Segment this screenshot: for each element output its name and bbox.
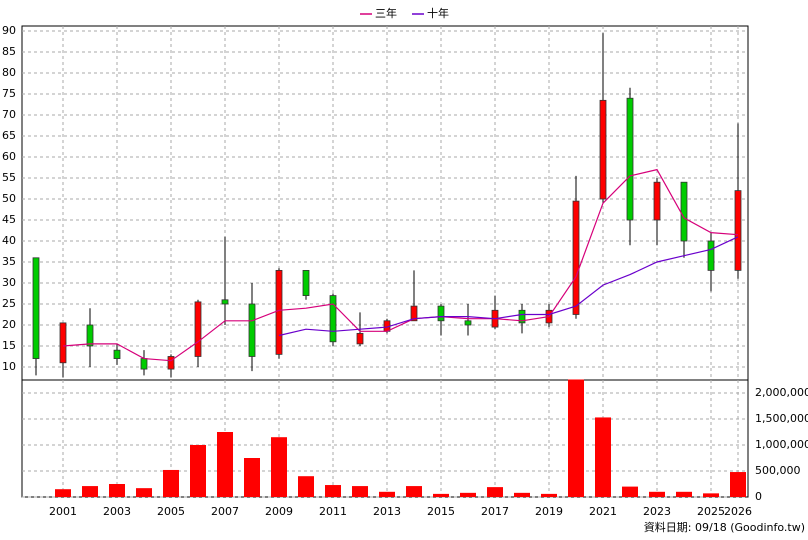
volume-bar bbox=[595, 417, 611, 497]
y-tick-label: 50 bbox=[2, 192, 16, 205]
x-tick-label: 2003 bbox=[103, 505, 131, 518]
y-tick-label: 90 bbox=[2, 24, 16, 37]
candle-body bbox=[680, 181, 688, 242]
candle-body bbox=[275, 269, 283, 355]
y2-tick-label: 0 bbox=[755, 490, 762, 503]
y-tick-label: 70 bbox=[2, 108, 16, 121]
y-tick-label: 55 bbox=[2, 171, 16, 184]
y-tick-label: 10 bbox=[2, 360, 16, 373]
y2-tick-label: 1,000,000 bbox=[755, 438, 808, 451]
y2-tick-label: 500,000 bbox=[755, 464, 801, 477]
candle-body bbox=[140, 358, 148, 370]
candle-body bbox=[221, 299, 229, 305]
x-tick-label: 2019 bbox=[535, 505, 563, 518]
volume-bar bbox=[190, 445, 206, 497]
source-note: 資料日期: 09/18 (Goodinfo.tw) bbox=[644, 520, 805, 534]
candle-body bbox=[329, 295, 337, 343]
volume-bar bbox=[217, 432, 233, 497]
volume-bar bbox=[487, 487, 503, 497]
y-tick-label: 15 bbox=[2, 339, 16, 352]
volume-bar bbox=[55, 489, 71, 497]
candle-body bbox=[410, 305, 418, 322]
candle-body bbox=[248, 303, 256, 357]
volume-bar bbox=[109, 484, 125, 497]
x-tick-label: 2023 bbox=[643, 505, 671, 518]
y-tick-label: 20 bbox=[2, 318, 16, 331]
candle-body bbox=[86, 324, 94, 347]
volume-bar bbox=[433, 493, 449, 497]
volume-bar bbox=[541, 493, 557, 497]
volume-bar bbox=[568, 379, 584, 497]
candle-body bbox=[167, 356, 175, 370]
ma-line bbox=[278, 236, 739, 337]
y-tick-label: 80 bbox=[2, 66, 16, 79]
candle-body bbox=[113, 349, 121, 359]
candle-body bbox=[437, 305, 445, 322]
y-tick-label: 60 bbox=[2, 150, 16, 163]
candle-body bbox=[572, 200, 580, 315]
volume-bar bbox=[352, 486, 368, 497]
y-tick-label: 40 bbox=[2, 234, 16, 247]
volume-bar bbox=[325, 485, 341, 497]
candle-body bbox=[59, 322, 67, 364]
volume-bar bbox=[649, 491, 665, 497]
candle-body bbox=[707, 240, 715, 271]
x-tick-label: 2007 bbox=[211, 505, 239, 518]
volume-bar bbox=[244, 458, 260, 497]
y-tick-label: 25 bbox=[2, 297, 16, 310]
x-tick-label: 2025 bbox=[697, 505, 725, 518]
x-tick-label: 2001 bbox=[49, 505, 77, 518]
candle-body bbox=[518, 309, 526, 324]
volume-bar bbox=[622, 486, 638, 497]
y-tick-label: 30 bbox=[2, 276, 16, 289]
legend-label: 十年 bbox=[427, 6, 449, 20]
y-tick-label: 45 bbox=[2, 213, 16, 226]
y-tick-label: 85 bbox=[2, 45, 16, 58]
volume-bar bbox=[163, 469, 179, 497]
volume-bar bbox=[460, 492, 476, 497]
volume-bar bbox=[379, 491, 395, 497]
x-tick-label: 2026 bbox=[724, 505, 752, 518]
ma-line bbox=[62, 168, 739, 362]
volume-bar bbox=[406, 486, 422, 497]
candle-body bbox=[464, 320, 472, 326]
candle-body bbox=[599, 99, 607, 200]
candle-body bbox=[626, 97, 634, 221]
x-tick-label: 2017 bbox=[481, 505, 509, 518]
candle-body bbox=[32, 257, 40, 359]
candle-body bbox=[734, 190, 742, 271]
volume-bar bbox=[298, 476, 314, 497]
candle-body bbox=[356, 332, 364, 345]
x-tick-label: 2021 bbox=[589, 505, 617, 518]
x-tick-label: 2005 bbox=[157, 505, 185, 518]
candle-body bbox=[653, 181, 661, 221]
x-tick-label: 2015 bbox=[427, 505, 455, 518]
legend-label: 三年 bbox=[375, 6, 397, 20]
candle-body bbox=[302, 269, 310, 296]
candle-body bbox=[194, 301, 202, 357]
volume-bar bbox=[136, 488, 152, 497]
volume-bar bbox=[82, 486, 98, 497]
y2-tick-label: 1,500,000 bbox=[755, 412, 808, 425]
x-tick-label: 2013 bbox=[373, 505, 401, 518]
volume-bar bbox=[514, 492, 530, 497]
volume-bar bbox=[703, 493, 719, 497]
x-tick-label: 2011 bbox=[319, 505, 347, 518]
y2-tick-label: 2,000,000 bbox=[755, 386, 808, 399]
volume-bar bbox=[730, 472, 746, 497]
y-tick-label: 65 bbox=[2, 129, 16, 142]
x-tick-label: 2009 bbox=[265, 505, 293, 518]
volume-bar bbox=[676, 491, 692, 497]
y-tick-label: 35 bbox=[2, 255, 16, 268]
y-tick-label: 75 bbox=[2, 87, 16, 100]
volume-bar bbox=[271, 437, 287, 497]
